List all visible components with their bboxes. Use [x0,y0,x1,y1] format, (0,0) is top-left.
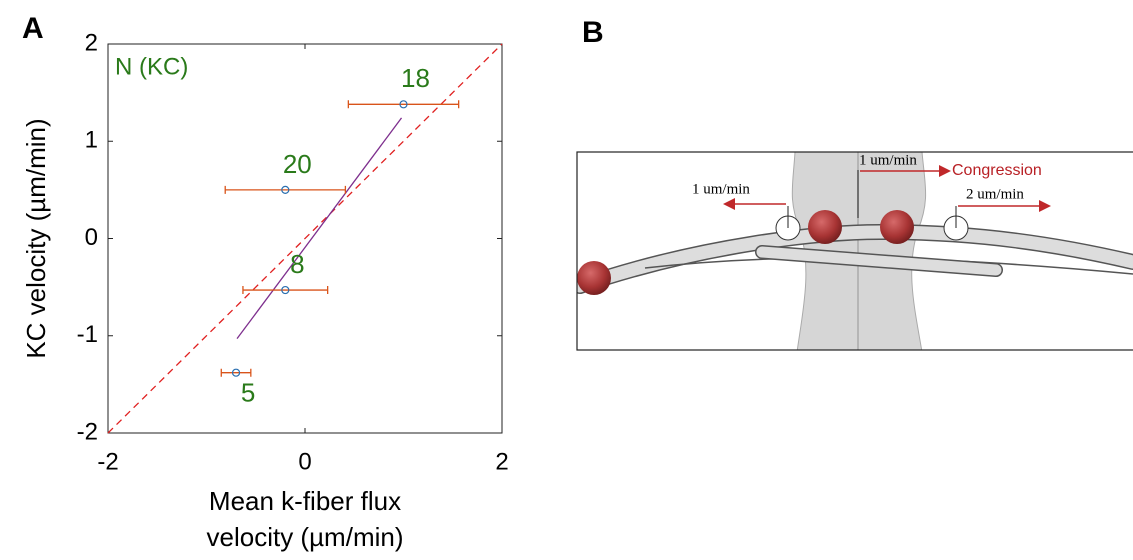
fiber [756,246,1002,276]
frame [576,151,1133,351]
kinetochore [808,210,842,244]
point [281,185,290,194]
y-axis-label: KC velocity (µm/min) [21,118,51,358]
reference-line [107,43,503,434]
point [231,368,241,377]
error-bar [220,368,252,377]
point [281,285,290,295]
rate-label: 1 um/min [692,181,750,197]
congression-label: Congression [952,162,1042,179]
spindle [791,152,927,350]
kinetochore [880,210,914,244]
point-label: 18 [401,63,430,93]
x-axis-label: velocity (µm/min) [207,522,404,552]
point-label: 5 [241,378,255,408]
x-tick-label: 0 [298,448,311,475]
point [399,100,408,109]
y-tick-label: 2 [85,29,98,56]
rate-label: 2 um/min [966,186,1024,202]
diagram: 1 um/min 1 um/min Congression 2 um/min [576,151,1133,351]
panel-label: B [582,16,604,49]
error-bar [347,100,460,109]
point-label: 20 [283,149,312,179]
annotation: N (KC) [115,53,188,80]
y-tick-label: -2 [77,418,98,445]
rate-label: 1 um/min [859,152,917,168]
error-bar [224,185,347,194]
y-tick-label: -1 [77,321,98,348]
y-tick-label: 1 [85,127,98,154]
point-label: 8 [290,249,304,279]
x-tick-label: 2 [495,448,508,475]
x-axis-label: Mean k-fiber flux [209,486,401,516]
fiber [577,225,1133,293]
fit-line [236,117,403,340]
panel-label: A [22,12,44,45]
y-tick-label: 0 [85,224,98,251]
kinetochore [577,261,611,295]
scatter-chart: -2 0 2 -2 -1 0 1 2 Mean k-fiber flux velocity (µm… [21,29,509,552]
error-bar [242,286,329,295]
x-tick-label: -2 [97,448,118,475]
